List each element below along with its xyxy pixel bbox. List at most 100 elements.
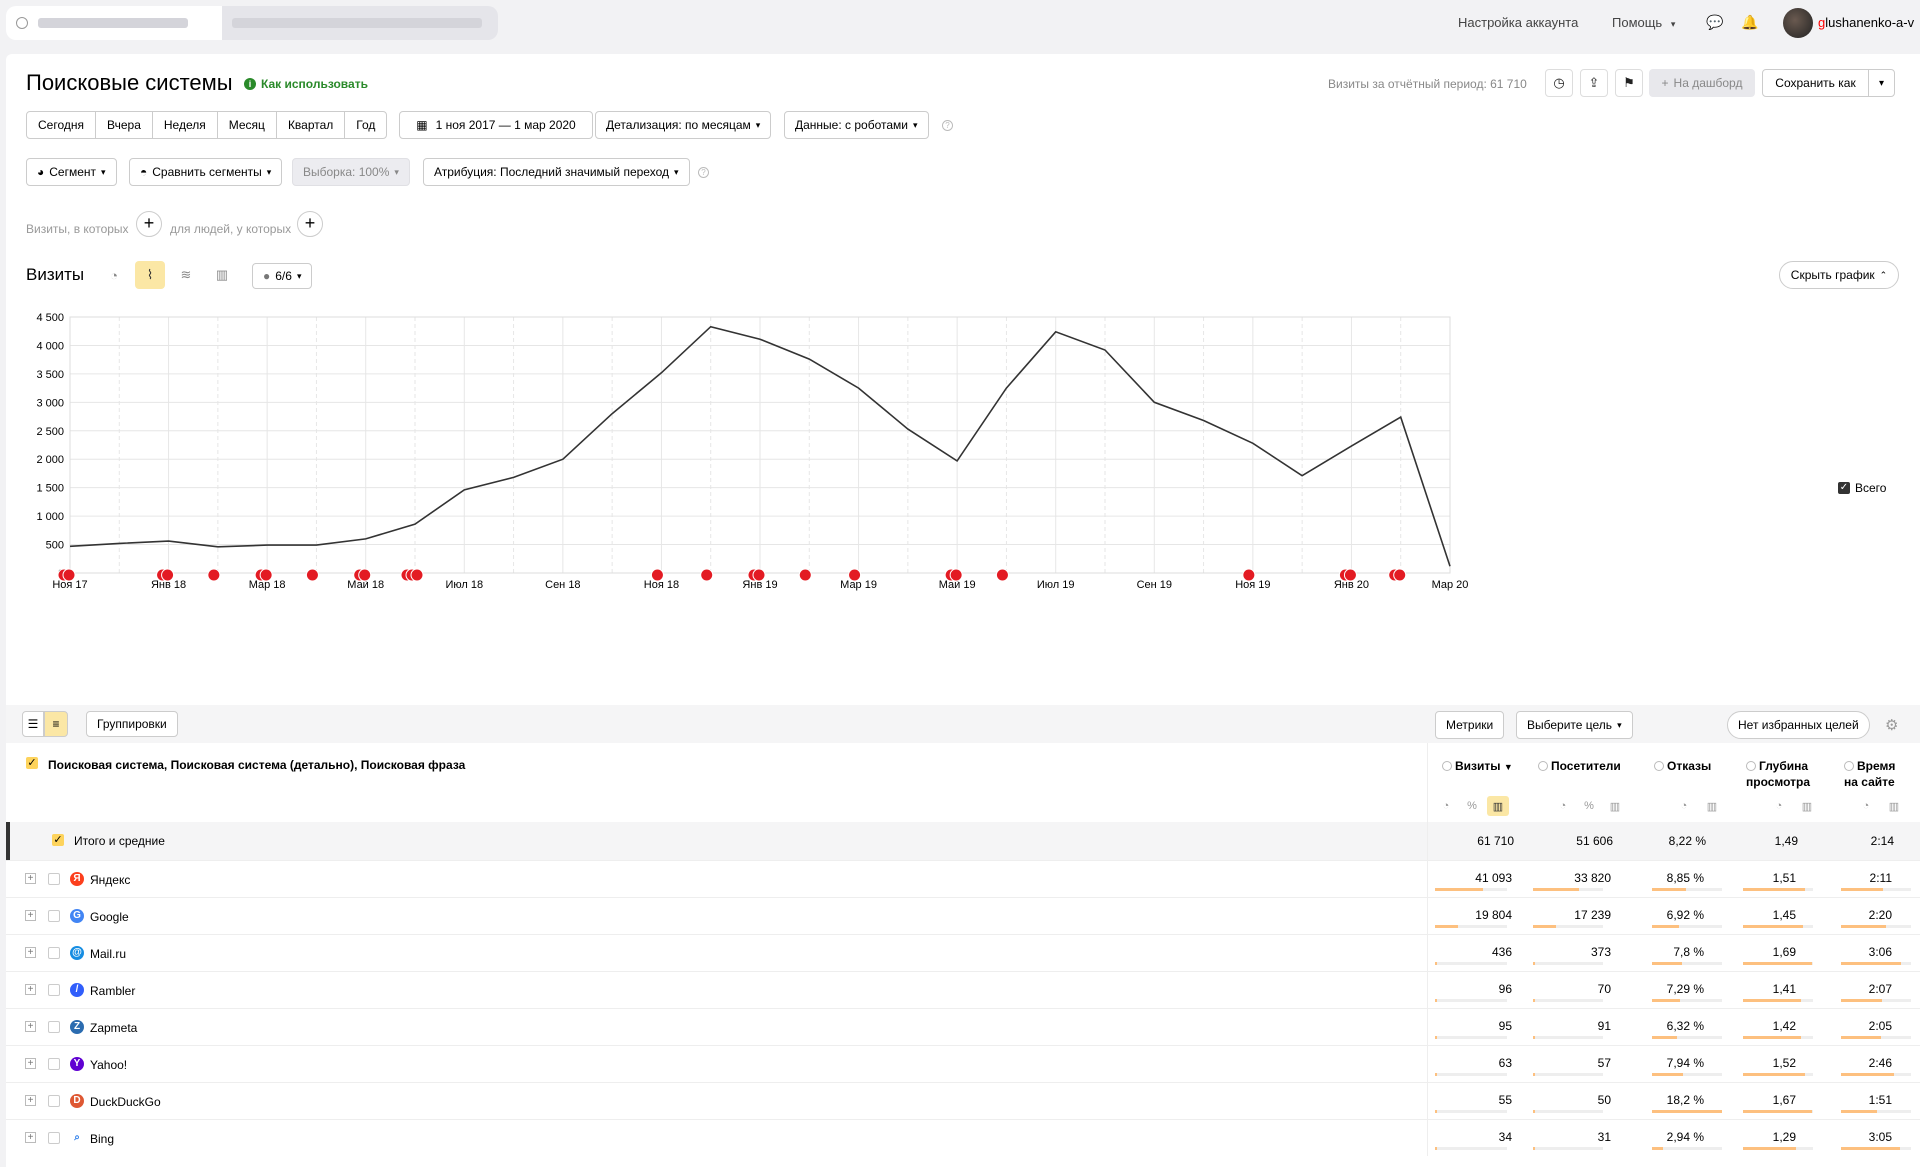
bar-icon[interactable]: ▥ (1609, 800, 1621, 813)
pie-chart-icon[interactable]: ◔ (110, 267, 118, 283)
bell-icon[interactable]: 🔔 (1741, 14, 1759, 30)
save-as-button[interactable]: Сохранить как ▾ (1762, 69, 1895, 97)
column-header-visitors[interactable]: Посетители (1538, 758, 1621, 774)
line-chart-icon[interactable]: ⌇ (135, 261, 165, 289)
annotation-marker-icon[interactable] (700, 568, 714, 582)
source-name[interactable]: Яндекс (90, 873, 131, 887)
area-chart-icon[interactable]: ≋ (180, 267, 192, 282)
annotation-marker-icon[interactable] (259, 568, 273, 582)
source-name[interactable]: Bing (90, 1132, 115, 1146)
row-checkbox[interactable] (48, 910, 60, 922)
bar-icon[interactable]: ▥ (1706, 800, 1718, 813)
period-week[interactable]: Неделя (153, 112, 218, 138)
address-bar-tail[interactable] (222, 6, 498, 40)
api-icon[interactable]: ⚑ (1615, 69, 1643, 97)
expand-icon[interactable]: + (25, 984, 36, 995)
export-icon[interactable]: ⇪ (1580, 69, 1608, 97)
annotation-marker-icon[interactable] (949, 568, 963, 582)
bar-icon[interactable]: ▥ (1487, 796, 1509, 816)
column-header-bounce[interactable]: Отказы (1654, 758, 1711, 774)
pie-icon[interactable]: ◔ (1559, 800, 1567, 812)
hide-chart-button[interactable]: Скрыть график ⌃ (1779, 261, 1899, 289)
bar-icon[interactable]: ▥ (1888, 800, 1900, 813)
row-checkbox[interactable] (48, 947, 60, 959)
help-menu[interactable]: Помощь ▾ (1612, 15, 1675, 30)
chevron-down-icon[interactable]: ▾ (1868, 70, 1894, 96)
annotation-marker-icon[interactable] (848, 568, 862, 582)
table-row[interactable]: + Z Zapmeta 95 91 6,32 % 1,42 2:05 (6, 1008, 1920, 1045)
data-dropdown[interactable]: Данные: с роботами ▾ (784, 111, 929, 139)
table-row[interactable]: + G Google 19 804 17 239 6,92 % 1,45 2:20 (6, 897, 1920, 934)
expand-icon[interactable]: + (25, 947, 36, 958)
annotation-marker-icon[interactable] (650, 568, 664, 582)
checkbox-checked-icon[interactable]: ✓ (26, 757, 38, 769)
row-checkbox[interactable] (48, 1095, 60, 1107)
annotation-marker-icon[interactable] (358, 568, 372, 582)
expand-icon[interactable]: + (25, 1021, 36, 1032)
add-visit-filter-button[interactable]: + (136, 211, 162, 237)
goal-dropdown[interactable]: Выберите цель ▾ (1516, 711, 1633, 739)
segment-button[interactable]: ◕ Сегмент ▾ (26, 158, 117, 186)
percent-icon[interactable]: % (1467, 800, 1477, 812)
pie-icon[interactable]: ◔ (1442, 800, 1450, 812)
table-row[interactable]: + Я Яндекс 41 093 33 820 8,85 % 1,51 2:11 (6, 860, 1920, 897)
period-quarter[interactable]: Квартал (277, 112, 346, 138)
annotation-marker-icon[interactable] (752, 568, 766, 582)
annotation-marker-icon[interactable] (207, 568, 221, 582)
tree-view-icon[interactable]: ≡ (44, 711, 68, 737)
percent-icon[interactable]: % (1584, 800, 1594, 812)
legend-item-total[interactable]: ✓ Всего (1838, 481, 1886, 495)
chat-icon[interactable]: 💬 (1706, 14, 1724, 30)
expand-icon[interactable]: + (25, 873, 36, 884)
annotation-marker-icon[interactable] (410, 568, 424, 582)
table-row[interactable]: + / Rambler 96 70 7,29 % 1,41 2:07 (6, 971, 1920, 1008)
row-checkbox[interactable] (48, 1058, 60, 1070)
pie-icon[interactable]: ◔ (1862, 800, 1870, 812)
annotation-marker-icon[interactable] (995, 568, 1009, 582)
annotation-marker-icon[interactable] (1393, 568, 1407, 582)
column-header-depth[interactable]: Глубина просмотра (1746, 758, 1810, 790)
table-row[interactable]: + @ Mail.ru 436 373 7,8 % 1,69 3:06 (6, 934, 1920, 971)
clock-icon[interactable]: ◷ (1545, 69, 1573, 97)
add-people-filter-button[interactable]: + (297, 211, 323, 237)
source-name[interactable]: Zapmeta (90, 1021, 138, 1035)
sample-dropdown[interactable]: Выборка: 100% ▾ (292, 158, 410, 186)
column-header-visits[interactable]: Визиты ▼ (1442, 758, 1513, 775)
column-header-time[interactable]: Время на сайте (1844, 758, 1895, 790)
source-name[interactable]: Google (90, 910, 129, 924)
annotation-marker-icon[interactable] (1242, 568, 1256, 582)
row-checkbox[interactable] (48, 1021, 60, 1033)
pie-icon[interactable]: ◔ (1680, 800, 1688, 812)
annotation-marker-icon[interactable] (798, 568, 812, 582)
annotation-marker-icon[interactable] (305, 568, 319, 582)
checkbox-checked-icon[interactable]: ✓ (52, 834, 64, 846)
table-row[interactable]: + D DuckDuckGo 55 50 18,2 % 1,67 1:51 (6, 1082, 1920, 1119)
expand-icon[interactable]: + (25, 1058, 36, 1069)
list-view-icon[interactable]: ☰ (22, 711, 44, 737)
detail-dropdown[interactable]: Детализация: по месяцам ▾ (595, 111, 772, 139)
date-range-picker[interactable]: ▦ 1 ноя 2017 — 1 мар 2020 (399, 111, 593, 139)
annotation-marker-icon[interactable] (161, 568, 175, 582)
expand-icon[interactable]: + (25, 1095, 36, 1106)
period-yesterday[interactable]: Вчера (96, 112, 153, 138)
annotation-marker-icon[interactable] (1343, 568, 1357, 582)
source-name[interactable]: DuckDuckGo (90, 1095, 161, 1109)
pie-icon[interactable]: ◔ (1775, 800, 1783, 812)
bar-chart-icon[interactable]: ▥ (215, 267, 229, 282)
address-bar[interactable] (6, 6, 222, 40)
attribution-dropdown[interactable]: Атрибуция: Последний значимый переход ▾ (423, 158, 690, 186)
account-settings-link[interactable]: Настройка аккаунта (1458, 15, 1579, 30)
source-name[interactable]: Rambler (90, 984, 136, 998)
table-row[interactable]: + Y Yahoo! 63 57 7,94 % 1,52 2:46 (6, 1045, 1920, 1082)
row-checkbox[interactable] (48, 873, 60, 885)
row-checkbox[interactable] (48, 1132, 60, 1144)
source-name[interactable]: Mail.ru (90, 947, 127, 961)
gear-icon[interactable]: ⚙ (1885, 717, 1899, 734)
how-to-use-link[interactable]: i Как использовать (244, 77, 368, 91)
groupings-button[interactable]: Группировки (86, 711, 178, 737)
add-to-dashboard-button[interactable]: + На дашборд (1649, 69, 1755, 97)
compare-segments-button[interactable]: ◓ Сравнить сегменты ▾ (129, 158, 283, 186)
period-year[interactable]: Год (356, 118, 376, 132)
bar-icon[interactable]: ▥ (1801, 800, 1813, 813)
help-icon[interactable]: ? (942, 120, 953, 131)
